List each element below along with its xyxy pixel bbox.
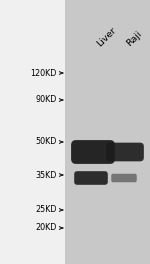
Text: Liver: Liver [95, 25, 118, 48]
Text: 90KD: 90KD [36, 96, 57, 105]
FancyBboxPatch shape [74, 171, 108, 185]
FancyBboxPatch shape [106, 143, 144, 161]
Text: 35KD: 35KD [36, 171, 57, 180]
Text: 50KD: 50KD [36, 138, 57, 147]
FancyBboxPatch shape [71, 140, 115, 164]
Text: 20KD: 20KD [36, 224, 57, 233]
Text: 25KD: 25KD [36, 205, 57, 214]
Text: 120KD: 120KD [31, 68, 57, 78]
Text: Raji: Raji [125, 29, 144, 48]
FancyBboxPatch shape [111, 174, 137, 182]
FancyBboxPatch shape [65, 0, 150, 264]
